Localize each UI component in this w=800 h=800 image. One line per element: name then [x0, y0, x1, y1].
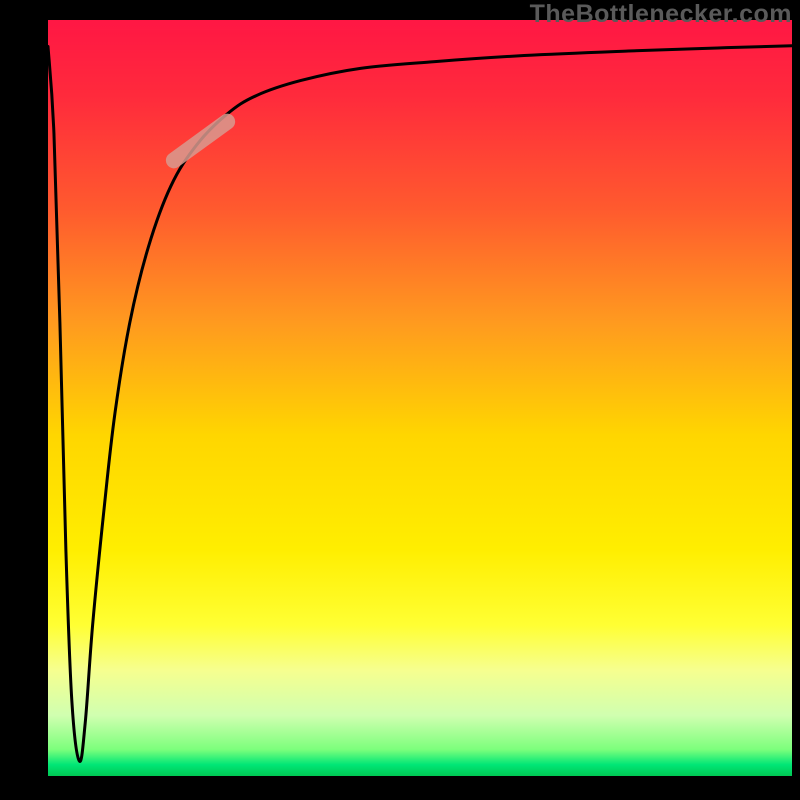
chart-container: TheBottlenecker.com: [0, 0, 800, 800]
highlight-segment: [163, 110, 239, 171]
watermark-text: TheBottlenecker.com: [530, 0, 792, 29]
plot-area: [48, 20, 792, 776]
bottleneck-curve: [48, 46, 792, 762]
curve-layer: [48, 20, 792, 776]
